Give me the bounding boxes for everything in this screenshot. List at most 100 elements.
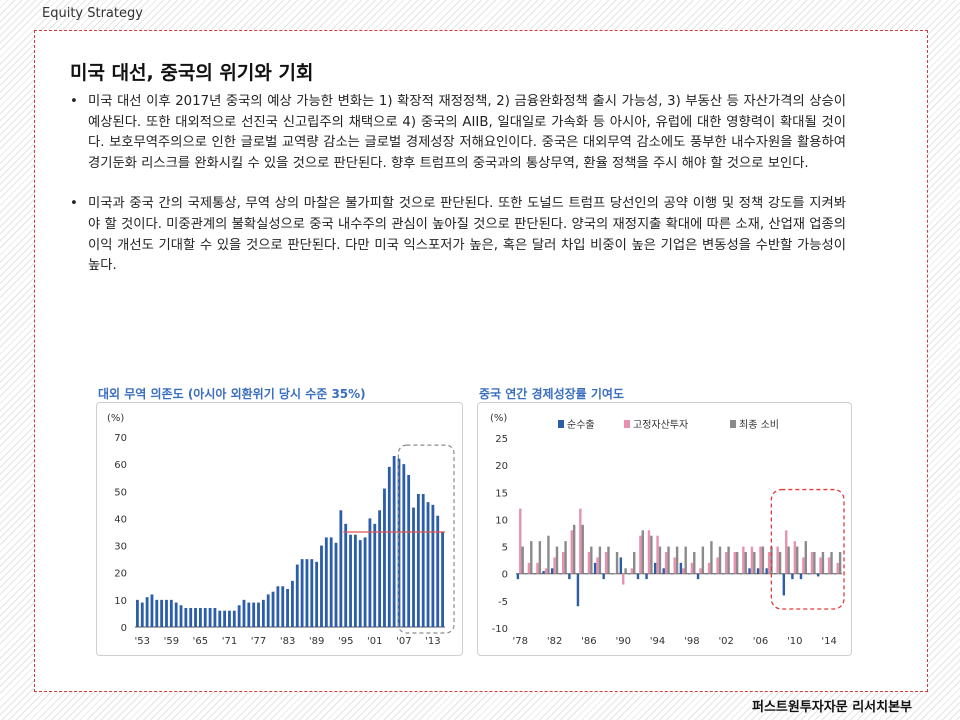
y-tick-label: 15 <box>495 488 508 499</box>
bar <box>664 552 668 574</box>
bar <box>387 466 391 627</box>
y-tick-label: 25 <box>495 434 508 445</box>
bar <box>622 573 625 585</box>
bar <box>572 524 576 574</box>
y-tick-label: 0 <box>502 570 508 581</box>
bar <box>624 568 627 574</box>
bar <box>707 562 711 574</box>
bar <box>169 599 173 627</box>
bar <box>699 568 702 574</box>
bar <box>821 552 825 574</box>
bar <box>368 518 372 627</box>
bar <box>392 456 396 627</box>
bar <box>693 552 696 574</box>
bar <box>525 573 528 575</box>
legend-swatch <box>730 420 736 428</box>
y-tick-label: -10 <box>492 624 508 635</box>
footer-label: 퍼스트원투자자문 리서치본부 <box>751 700 912 715</box>
bar <box>203 608 207 627</box>
x-tick-label: '10 <box>787 636 802 647</box>
bar <box>804 541 807 574</box>
bar <box>793 541 797 574</box>
bar <box>363 537 367 627</box>
bullet-item: • 미국 대선 이후 2017년 중국의 예상 가능한 변화는 1) 확장적 재… <box>66 92 846 174</box>
bar <box>753 552 756 574</box>
bar <box>184 608 188 627</box>
bar <box>688 573 691 575</box>
bar <box>232 610 236 627</box>
bar <box>785 530 788 574</box>
bar <box>189 608 193 627</box>
bar <box>615 552 619 574</box>
bar <box>602 573 605 580</box>
bar <box>402 464 406 627</box>
bar <box>441 532 444 627</box>
bar <box>782 573 786 596</box>
y-tick-label: 0 <box>121 623 127 634</box>
bar <box>300 559 304 627</box>
bar <box>568 573 571 580</box>
legend-swatch <box>558 420 564 428</box>
x-tick-label: '59 <box>164 636 179 647</box>
bar <box>774 573 777 575</box>
bar <box>619 557 623 574</box>
y-tick-label: 20 <box>114 569 127 580</box>
bar <box>320 545 323 627</box>
bar <box>727 546 730 574</box>
bar <box>516 573 520 580</box>
bar <box>286 589 289 627</box>
section-label: Equity Strategy <box>42 6 143 21</box>
bar <box>198 608 202 627</box>
bar <box>165 599 168 627</box>
chart-title-trade-dependence: 대외 무역 의존도 (아시아 외환위기 당시 수준 35%) <box>98 387 366 401</box>
bar <box>796 546 799 574</box>
bar <box>613 573 616 575</box>
y-tick-label: 60 <box>114 460 127 471</box>
bar <box>647 530 651 574</box>
legend-swatch <box>624 420 630 428</box>
bar <box>759 546 762 574</box>
bar <box>324 537 328 627</box>
bar <box>667 546 670 574</box>
bar <box>636 573 640 580</box>
x-tick-label: '86 <box>581 636 596 647</box>
y-axis-unit: (%) <box>490 413 507 424</box>
bar <box>596 557 599 574</box>
bar <box>765 568 768 574</box>
bar <box>696 573 700 580</box>
bar <box>816 573 820 577</box>
x-tick-label: '01 <box>367 636 382 647</box>
bar <box>767 552 771 574</box>
bar <box>538 541 542 574</box>
bar <box>836 562 839 574</box>
bar <box>247 602 251 627</box>
bar <box>630 568 634 574</box>
bar <box>679 562 683 574</box>
bar <box>276 586 280 627</box>
bar <box>639 535 642 574</box>
bar <box>150 594 154 627</box>
bar <box>675 546 679 574</box>
bar <box>808 573 811 575</box>
bar <box>662 568 665 574</box>
bar <box>834 573 837 575</box>
bar <box>604 552 608 574</box>
bar <box>407 475 411 627</box>
bar <box>305 559 309 627</box>
bar <box>724 552 728 574</box>
bar <box>252 602 256 627</box>
x-tick-label: '14 <box>821 636 836 647</box>
bar <box>315 561 319 627</box>
bar <box>748 568 751 574</box>
bar <box>778 552 782 574</box>
bar <box>810 552 814 574</box>
bar <box>673 557 676 574</box>
bar <box>521 546 524 574</box>
bar <box>266 594 270 627</box>
bar <box>791 573 794 580</box>
bar <box>218 610 222 627</box>
bar <box>547 535 550 574</box>
bar <box>378 510 382 627</box>
x-tick-label: '77 <box>251 636 266 647</box>
bar <box>344 523 348 627</box>
